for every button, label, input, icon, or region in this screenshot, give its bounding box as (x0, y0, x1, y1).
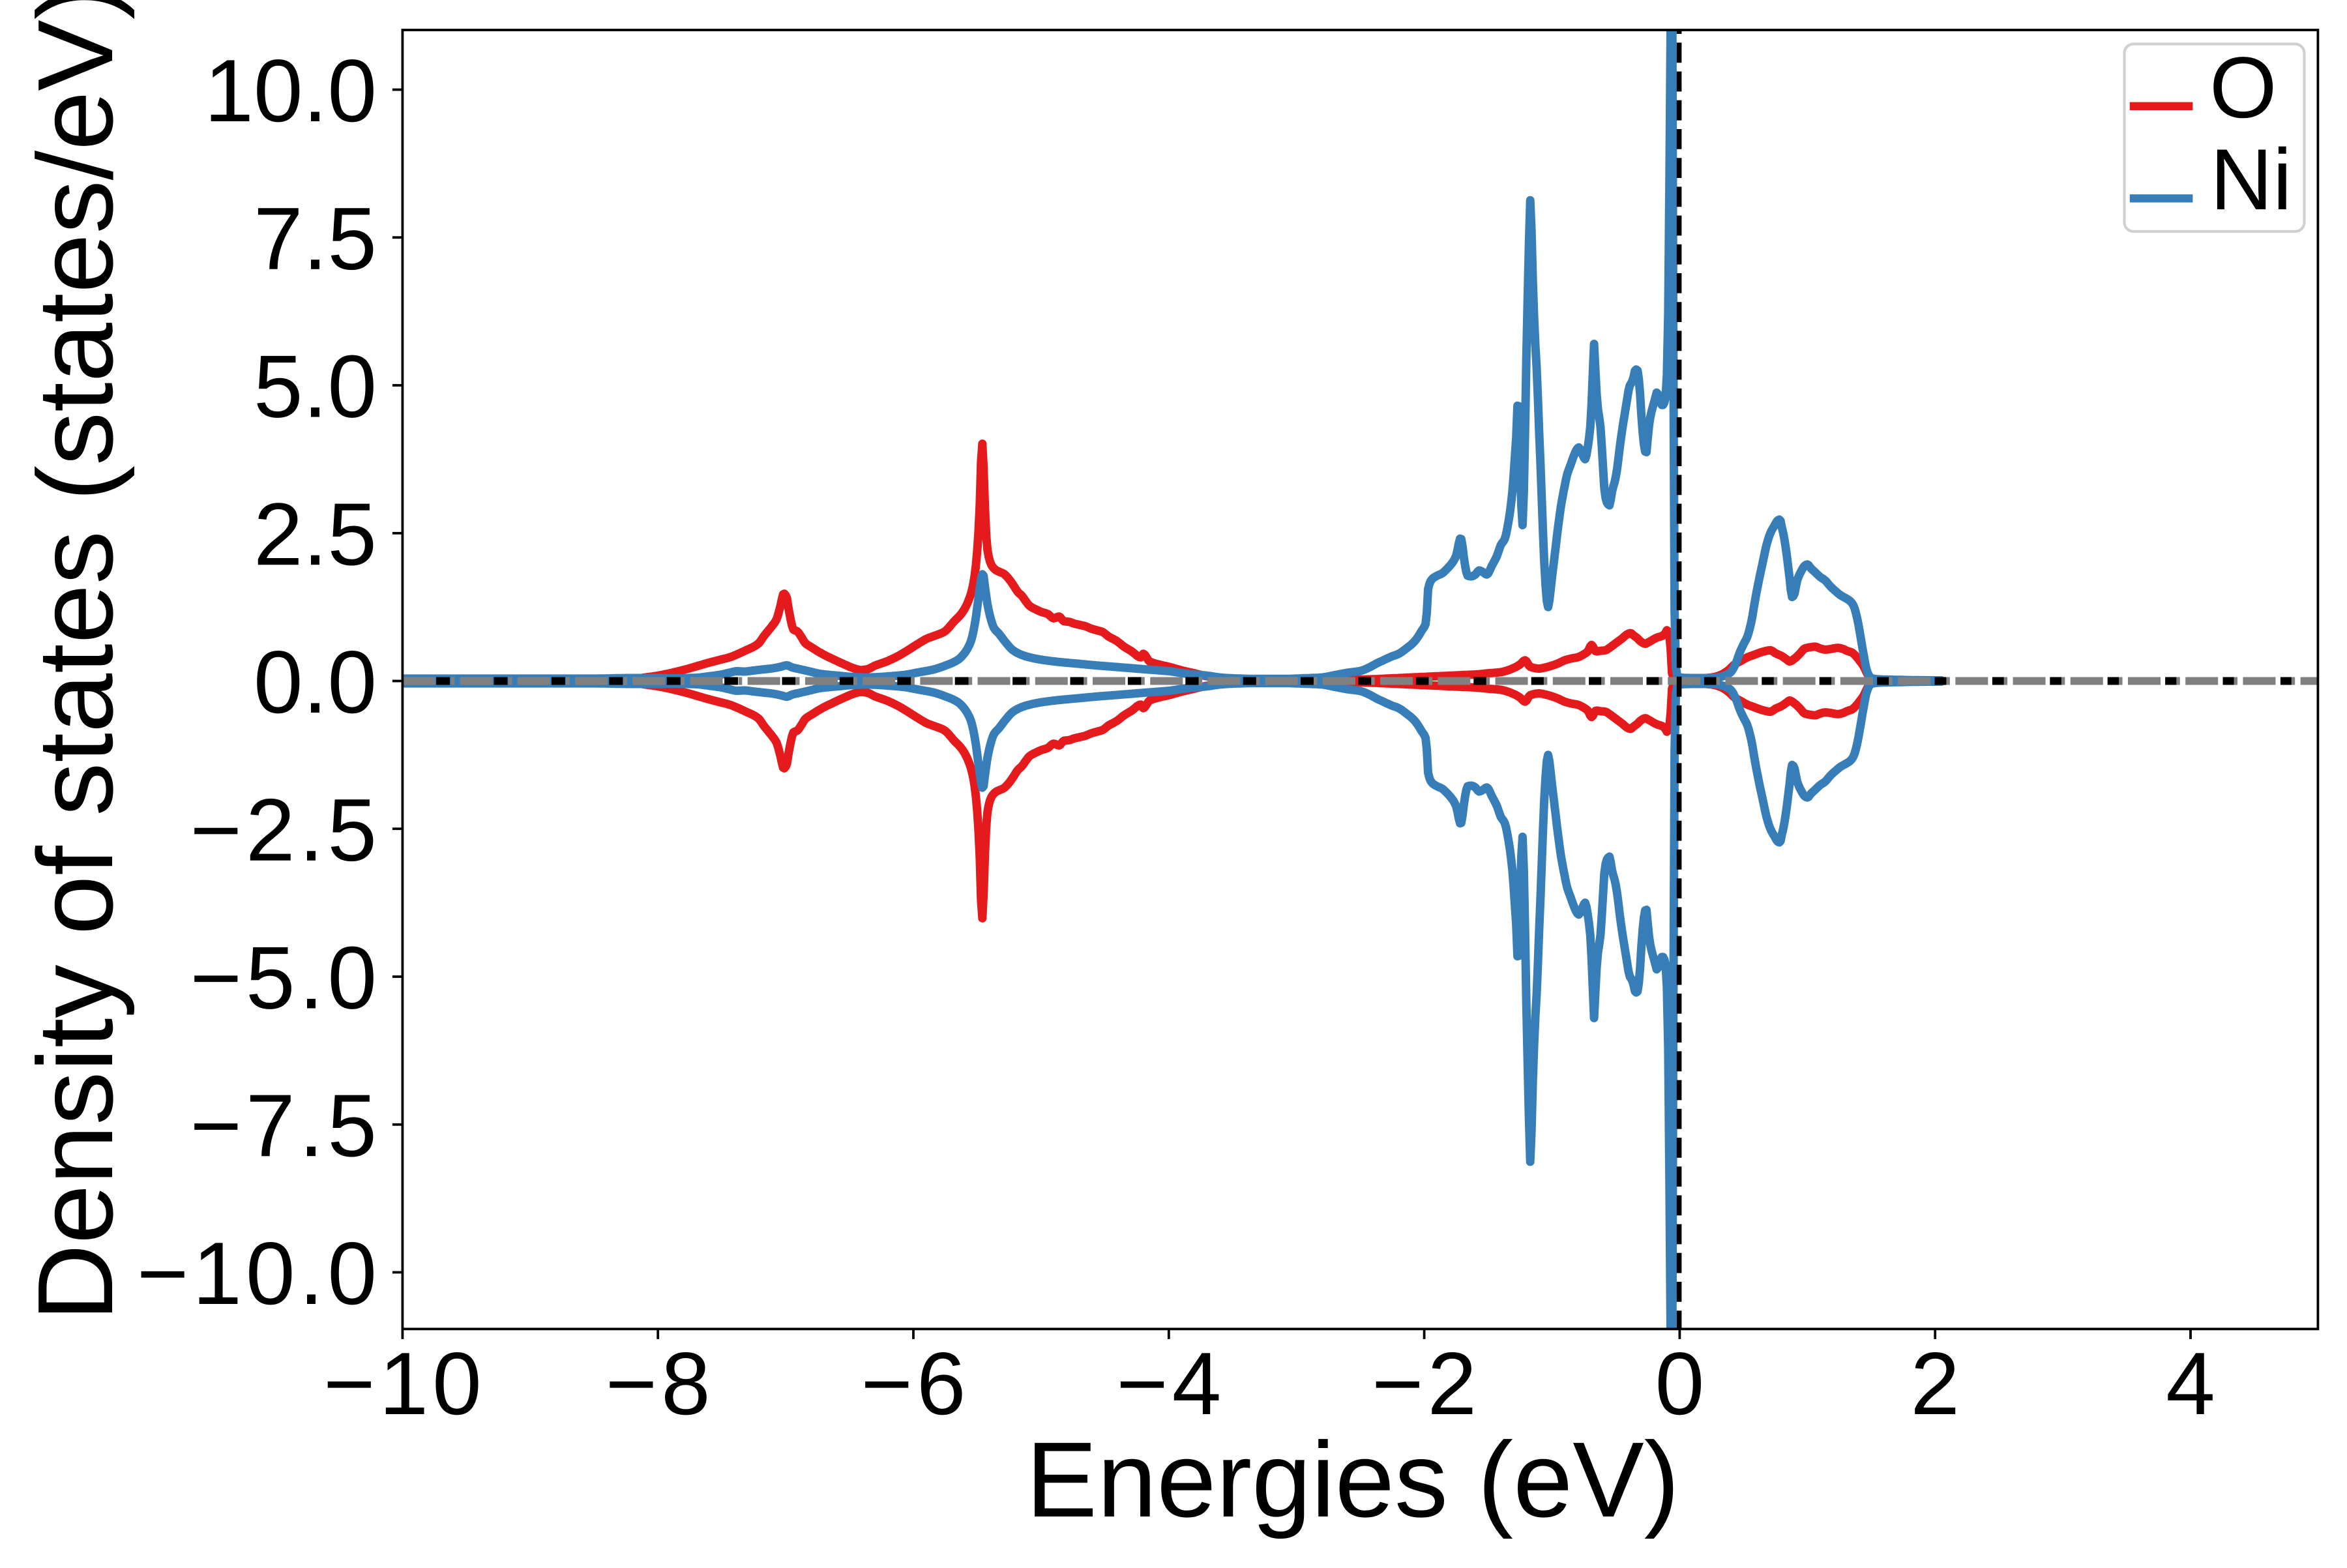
svg-text:−2.5: −2.5 (190, 780, 381, 880)
svg-text:0: 0 (1655, 1334, 1705, 1433)
svg-text:−5.0: −5.0 (190, 928, 381, 1028)
svg-text:−8: −8 (606, 1334, 715, 1433)
svg-text:0.0: 0.0 (254, 632, 377, 732)
svg-text:−6: −6 (861, 1334, 969, 1433)
svg-text:−4: −4 (1116, 1334, 1225, 1433)
svg-text:−10.0: −10.0 (137, 1224, 381, 1323)
svg-text:7.5: 7.5 (254, 189, 377, 288)
svg-text:5.0: 5.0 (254, 337, 377, 436)
svg-text:−2: −2 (1372, 1334, 1481, 1433)
svg-text:4: 4 (2166, 1334, 2215, 1433)
svg-text:10.0: 10.0 (204, 41, 377, 140)
svg-text:2: 2 (1910, 1334, 1960, 1433)
svg-text:Ni: Ni (2210, 132, 2292, 228)
svg-text:Energies (eV): Energies (eV) (1026, 1420, 1680, 1539)
svg-text:Density of states (states/eV): Density of states (states/eV) (16, 0, 135, 1321)
svg-text:−7.5: −7.5 (190, 1076, 381, 1175)
svg-text:O: O (2209, 40, 2277, 136)
svg-text:−10: −10 (323, 1334, 486, 1433)
svg-text:2.5: 2.5 (254, 484, 377, 584)
